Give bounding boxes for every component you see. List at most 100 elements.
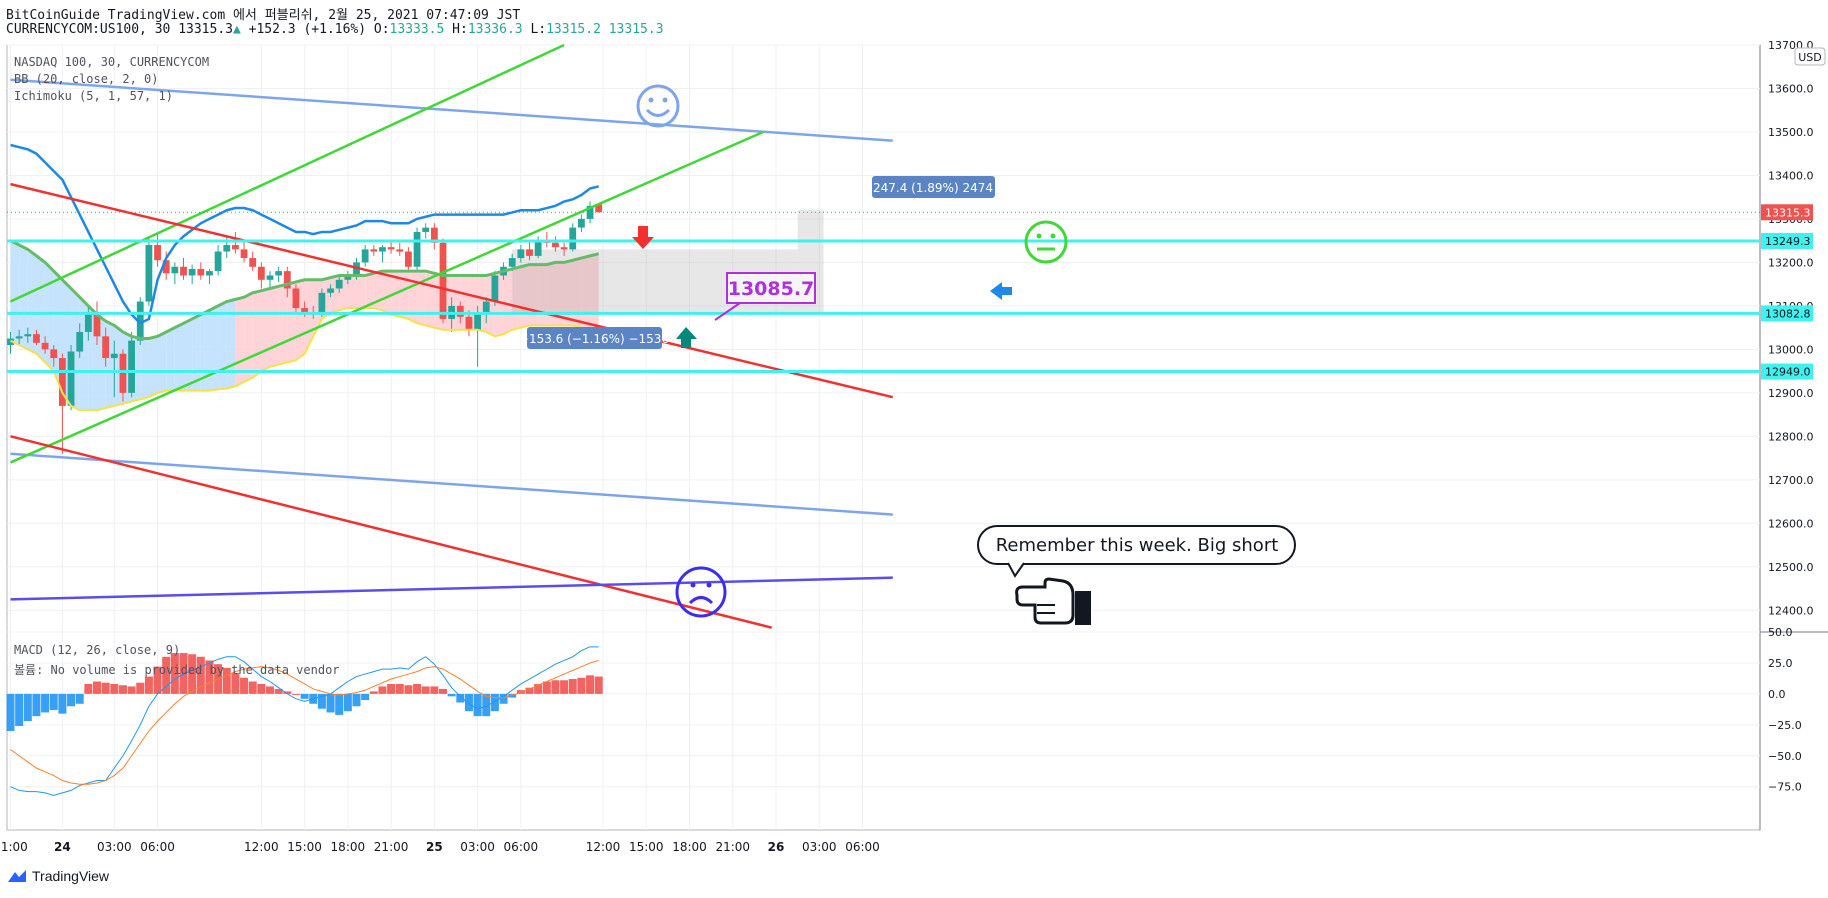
- cloud-segment: [252, 290, 262, 378]
- macd-histogram-bar: [136, 682, 145, 694]
- bb-upper-line: [10, 143, 600, 325]
- macd-histogram-bar: [499, 693, 508, 704]
- candle-body: [318, 292, 326, 315]
- candle-body: [162, 260, 170, 274]
- macd-histogram-bar: [594, 676, 603, 694]
- cloud-segment: [546, 262, 556, 326]
- symbol-text: CURRENCYCOM:US100, 30: [6, 22, 171, 37]
- macd-histogram-bar: [482, 693, 491, 717]
- currency-label: USD: [1798, 51, 1822, 64]
- tradingview-logo[interactable]: TradingView: [6, 868, 109, 884]
- candle-body: [578, 218, 585, 228]
- price-label-bg: [1761, 305, 1813, 322]
- macd-histogram-bar: [222, 667, 231, 694]
- candle-body: [569, 227, 577, 250]
- candle-body: [59, 358, 66, 406]
- cloud-segment: [564, 260, 573, 326]
- macd-histogram-bar: [248, 681, 257, 694]
- macd-histogram-bar: [101, 682, 110, 694]
- callout-bubble[interactable]: Remember this week. Big short: [977, 525, 1296, 578]
- indicator-lines: [9, 143, 600, 412]
- price-box[interactable]: 13085.7: [714, 272, 816, 321]
- macd-tick-label: 50.0: [1768, 626, 1793, 639]
- macd-histogram-bar: [240, 677, 249, 694]
- candle-body: [136, 301, 144, 341]
- cloud-segment: [261, 288, 270, 372]
- candle-body: [232, 245, 239, 250]
- candle-body: [206, 271, 213, 276]
- ichimoku-lead-line: [10, 307, 599, 412]
- cloud-segment: [270, 286, 279, 367]
- macd-histogram-bar: [41, 693, 50, 713]
- candle-body: [370, 249, 378, 252]
- time-tick-label: 21:00: [374, 840, 409, 854]
- macd-histogram-bar: [430, 686, 439, 694]
- price-tick-label: 13400.0: [1768, 169, 1814, 182]
- time-tick-label: 12:00: [244, 840, 279, 854]
- candle-body: [223, 245, 231, 252]
- candle-body: [24, 334, 32, 337]
- candle-body: [327, 288, 334, 293]
- price-label-text: 13082.8: [1765, 307, 1811, 320]
- time-tick-label: 26: [768, 840, 785, 854]
- cloud-segment: [140, 338, 149, 400]
- macd-histogram-bar: [6, 693, 15, 731]
- macd-histogram-bar: [170, 653, 179, 694]
- macd-histogram-bar: [395, 683, 404, 694]
- blue-upper-trendline: [10, 78, 893, 142]
- macd-histogram-bar: [274, 688, 283, 694]
- measure-up-label: 247.4 (1.89%) 2474: [872, 176, 995, 198]
- macd-histogram-bar: [127, 686, 136, 694]
- price-tick-label: 13200.0: [1768, 256, 1814, 269]
- cloud-segment: [451, 275, 461, 330]
- price-tick-label: 13500.0: [1768, 126, 1814, 139]
- symbol-ohlc-line: CURRENCYCOM:US100, 30 13315.3▲ +152.3 (+…: [6, 22, 664, 37]
- down-arrow-icon: [632, 226, 654, 249]
- candle-body: [482, 301, 490, 315]
- macd-histogram-bar: [568, 679, 577, 694]
- macd-histogram-bar: [110, 683, 119, 694]
- purple-trendline: [10, 576, 893, 601]
- currency-badge: [1794, 47, 1826, 66]
- price-tick-label: 12600.0: [1768, 517, 1814, 530]
- cloud-segment: [373, 271, 383, 311]
- macd-histogram-bar: [464, 693, 473, 712]
- cloud-segment: [10, 240, 20, 346]
- candle-body: [145, 245, 153, 302]
- time-tick-label: 03:00: [97, 840, 132, 854]
- macd-pane: [6, 646, 603, 796]
- cloud-segment: [356, 275, 366, 309]
- macd-histogram-bar: [188, 654, 197, 694]
- candle-body: [67, 351, 75, 406]
- candle-body: [15, 336, 23, 339]
- cloud-segment: [157, 331, 167, 393]
- cloud-segment: [382, 271, 392, 315]
- candle-body: [422, 227, 430, 232]
- candle-body: [188, 268, 196, 276]
- cloud-segment: [520, 264, 530, 328]
- macd-histogram-bar: [378, 686, 387, 694]
- macd-histogram-bar: [369, 691, 378, 694]
- time-tick-label: 15:00: [629, 840, 664, 854]
- candle-body: [171, 266, 179, 274]
- time-tick-label: 06:00: [504, 840, 539, 854]
- cloud-segment: [19, 245, 28, 350]
- chart-frame: [6, 44, 1761, 831]
- macd-histogram-bar: [473, 693, 482, 717]
- price-tick-label: 12700.0: [1768, 474, 1814, 487]
- price-tick-label: 12900.0: [1768, 387, 1814, 400]
- trend-lines[interactable]: [7, 43, 1760, 629]
- candle-body: [33, 334, 40, 343]
- cloud-segment: [572, 258, 582, 328]
- high-label: H:: [452, 22, 468, 37]
- price-tick-label: 12800.0: [1768, 430, 1814, 443]
- cloud-segment: [417, 271, 426, 326]
- time-tick-label: 15:00: [287, 840, 322, 854]
- legend-ichimoku: Ichimoku (5, 1, 57, 1): [14, 89, 173, 103]
- candle-body: [266, 275, 274, 280]
- time-tick-label: 18:00: [672, 840, 707, 854]
- green-lower-trendline: [9, 130, 764, 464]
- macd-histogram-bar: [300, 693, 309, 699]
- cloud-segment: [105, 321, 115, 409]
